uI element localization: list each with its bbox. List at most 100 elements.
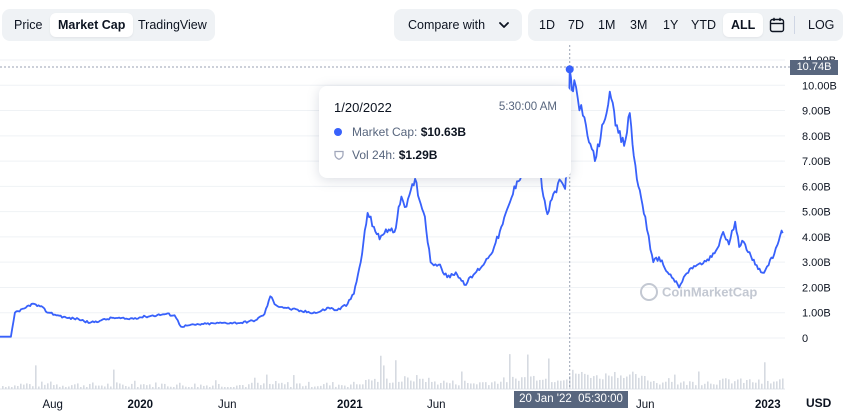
volume-bar [164, 383, 166, 389]
volume-bar [653, 381, 655, 389]
volume-bar [296, 383, 298, 389]
volume-bar [485, 382, 487, 389]
volume-bar [203, 385, 205, 389]
volume-bar [62, 385, 64, 389]
volume-bar [290, 387, 292, 389]
volume-bar [554, 382, 556, 389]
volume-bar [335, 386, 337, 389]
volume-bar [446, 382, 448, 389]
volume-bar [173, 387, 175, 389]
volume-bar [605, 373, 607, 389]
y-tick-label: 3.00B [802, 257, 831, 269]
volume-bar [617, 377, 619, 389]
volume-bar [650, 381, 652, 389]
range-7d[interactable]: 7D [568, 18, 584, 32]
volume-bar [626, 376, 628, 389]
volume-bar [50, 381, 52, 389]
range-all[interactable]: ALL [723, 13, 764, 37]
range-1d[interactable]: 1D [539, 18, 555, 32]
volume-bar [302, 386, 304, 389]
view-switcher: Price Market Cap TradingView [2, 9, 215, 41]
x-tick-label: Jun [636, 399, 655, 411]
volume-bar [158, 387, 160, 389]
volume-bar [536, 380, 538, 389]
volume-bar [509, 354, 511, 389]
volume-bar [179, 382, 181, 389]
volume-bar [314, 386, 316, 389]
range-3m[interactable]: 3M [630, 18, 648, 32]
volume-bar [293, 375, 295, 389]
range-1y[interactable]: 1Y [663, 18, 679, 32]
volume-bar [575, 373, 577, 389]
volume-bar [113, 369, 115, 389]
volume-bar [713, 384, 715, 389]
volume-bar [461, 371, 463, 389]
volume-bar [473, 383, 475, 389]
volume-bar [356, 384, 358, 389]
range-1m[interactable]: 1M [598, 18, 616, 32]
tab-tradingview[interactable]: TradingView [138, 18, 207, 32]
y-tick-label: 1.00B [802, 308, 831, 320]
volume-bar [668, 378, 670, 389]
tooltip-market-cap-label: Market Cap: [352, 125, 418, 139]
log-toggle[interactable]: LOG [808, 18, 835, 32]
volume-bar [284, 384, 286, 389]
volume-bar [152, 387, 154, 389]
volume-bar [17, 385, 19, 389]
y-tick-label: 8.00B [802, 131, 831, 143]
volume-bar [14, 385, 16, 389]
volume-bar [548, 358, 550, 389]
range-ytd[interactable]: YTD [691, 18, 716, 32]
volume-bar [230, 387, 232, 389]
volume-bar [161, 383, 163, 389]
volume-bar [347, 387, 349, 389]
watermark-text: CoinMarketCap [662, 284, 758, 300]
volume-bar [455, 384, 457, 389]
volume-bar [449, 383, 451, 389]
tab-price[interactable]: Price [14, 18, 43, 32]
crosshair-date-label: 20 Jan '22 05:30:00 [514, 391, 628, 408]
volume-bar [767, 380, 769, 389]
volume-bar [701, 385, 703, 389]
volume-bar [320, 385, 322, 389]
volume-bar [74, 384, 76, 389]
volume-bar [698, 371, 700, 389]
volume-bar [779, 379, 781, 389]
volume-bar [581, 371, 583, 389]
volume-bar [725, 378, 727, 389]
volume-bar [305, 385, 307, 389]
calendar-icon[interactable] [769, 17, 785, 33]
volume-bar [497, 383, 499, 389]
volume-bar [377, 381, 379, 389]
series-dot-icon [334, 127, 342, 136]
volume-bar [608, 375, 610, 389]
volume-bar [89, 383, 91, 389]
volume-bar [53, 385, 55, 389]
volume-bar [695, 385, 697, 389]
volume-bar [566, 379, 568, 389]
tooltip-vol-value: $1.29B [398, 148, 438, 162]
volume-bar [11, 387, 13, 389]
volume-bar [38, 386, 40, 389]
tab-market-cap[interactable]: Market Cap [50, 13, 134, 37]
volume-bar [371, 380, 373, 389]
x-tick-label: Aug [42, 399, 62, 411]
volume-bar [419, 378, 421, 389]
volume-bar [140, 384, 142, 389]
volume-bar [8, 386, 10, 389]
volume-bar [521, 377, 523, 389]
volume-bar [599, 378, 601, 389]
volume-bar [494, 381, 496, 389]
volume-bar [56, 384, 58, 389]
volume-bar [167, 386, 169, 389]
compare-dropdown[interactable]: Compare with [394, 9, 522, 41]
volume-bar [44, 384, 46, 389]
volume-bar [764, 362, 766, 389]
volume-bar [227, 387, 229, 389]
volume-bar [65, 387, 67, 389]
volume-bar [98, 385, 100, 389]
volume-bar [104, 386, 106, 389]
y-axis: 0 1.00B 2.00B 3.00B 4.00B 5.00B 6.00B 7.00B 8.00… [802, 55, 837, 345]
volume-bar [182, 385, 184, 389]
